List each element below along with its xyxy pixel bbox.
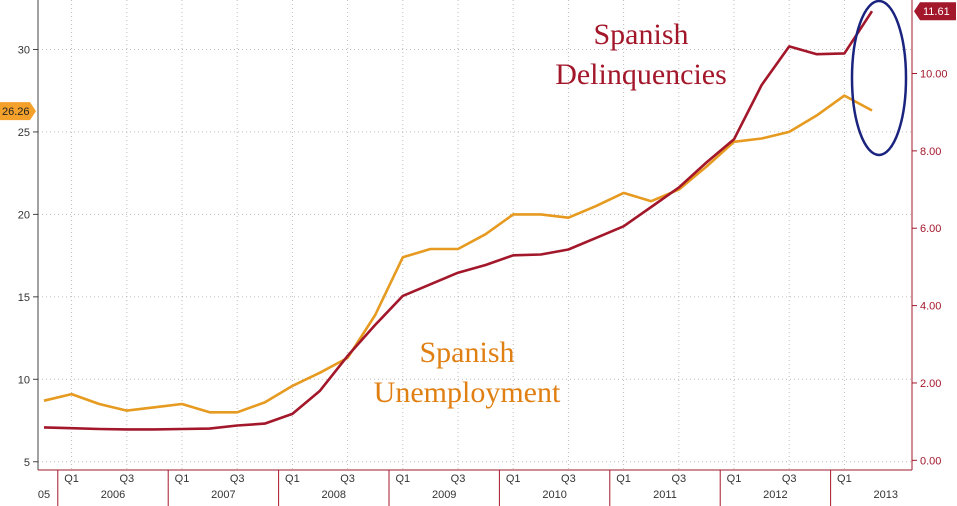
x-axis-quarter-label: Q1 bbox=[175, 473, 190, 485]
delinquencies-line bbox=[43, 10, 874, 431]
annotations: Spanish Delinquencies Spanish Unemployme… bbox=[374, 0, 908, 409]
x-axis-quarter-label: Q3 bbox=[340, 473, 355, 485]
right-axis-tick-label: 6.00 bbox=[920, 223, 941, 235]
x-axis-year-label: 2011 bbox=[653, 489, 677, 501]
x-axis-quarter-label: Q3 bbox=[119, 473, 134, 485]
highlight-ellipse bbox=[850, 0, 908, 157]
unemployment-last-value-label: 26.26 bbox=[2, 106, 30, 118]
left-axis-tick-label: 20 bbox=[18, 209, 30, 221]
right-axis-tick-label: 4.00 bbox=[920, 301, 941, 313]
right-axis-tick-label: 8.00 bbox=[920, 146, 941, 158]
left-axis-tick-label: 25 bbox=[18, 127, 30, 139]
x-axis-quarter-label: Q1 bbox=[837, 473, 852, 485]
x-axis-quarter-label: Q3 bbox=[230, 473, 245, 485]
x-axis-quarter-label: Q1 bbox=[285, 473, 300, 485]
left-axis-tick-label: 30 bbox=[18, 44, 30, 56]
x-axis-quarter-label: Q3 bbox=[671, 473, 686, 485]
left-axis-tick-label: 15 bbox=[18, 292, 30, 304]
x-axis-year-label: 2008 bbox=[322, 489, 346, 501]
x-axis-year-label: 2007 bbox=[211, 489, 235, 501]
x-axis-quarter-label: Q1 bbox=[616, 473, 631, 485]
left-axis-tick-label: 5 bbox=[24, 457, 30, 469]
left-axis-tick-label: 10 bbox=[18, 374, 30, 386]
x-axis-year-label: 2010 bbox=[542, 489, 566, 501]
x-axis-year-label: 2009 bbox=[432, 489, 456, 501]
x-axis-quarter-label: Q1 bbox=[727, 473, 742, 485]
delinquencies-annotation-line1: Spanish bbox=[593, 18, 688, 51]
x-axis-quarter-label: Q1 bbox=[506, 473, 521, 485]
x-axis-quarter-label: Q1 bbox=[395, 473, 410, 485]
x-axis-quarter-label: Q3 bbox=[561, 473, 576, 485]
series-lines bbox=[43, 10, 874, 431]
unemployment-last-value-badge bbox=[0, 102, 36, 121]
delinquencies-last-value-label: 11.61 bbox=[923, 6, 950, 18]
grid bbox=[38, 0, 912, 470]
x-axis-quarter-label: Q3 bbox=[451, 473, 466, 485]
right-axis-tick-label: 2.00 bbox=[920, 378, 941, 390]
axes: 5 10 15 20 25 30 0.00 2.00 4.00 6.00 8.00 10.00 Q1 Q3… bbox=[18, 0, 948, 506]
delinquencies-last-value-badge bbox=[914, 2, 956, 21]
x-axis-year-label: 05 bbox=[38, 489, 50, 501]
x-axis-year-label: 2006 bbox=[101, 489, 125, 501]
unemployment-line bbox=[43, 94, 873, 414]
right-axis-tick-label: 10.00 bbox=[920, 68, 948, 80]
value-labels: 26.26 11.61 bbox=[0, 2, 956, 121]
unemployment-annotation-line1: Spanish bbox=[419, 336, 514, 369]
right-axis-tick-label: 0.00 bbox=[920, 455, 941, 467]
unemployment-annotation-line2: Unemployment bbox=[374, 376, 561, 409]
x-axis-year-label: 2013 bbox=[874, 489, 898, 501]
x-axis-quarter-label: Q3 bbox=[782, 473, 797, 485]
x-axis-year-label: 2012 bbox=[763, 489, 787, 501]
x-axis-quarter-label: Q1 bbox=[64, 473, 79, 485]
delinquencies-annotation-line2: Delinquencies bbox=[555, 58, 727, 91]
